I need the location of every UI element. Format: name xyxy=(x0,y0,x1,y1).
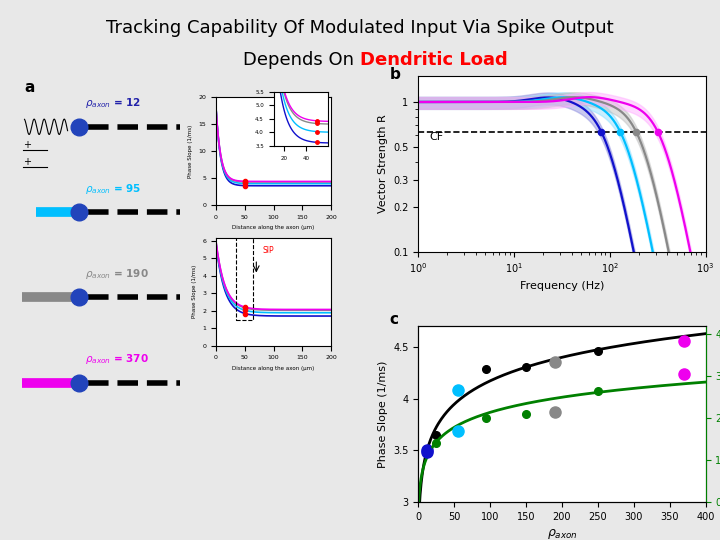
X-axis label: Frequency (Hz): Frequency (Hz) xyxy=(520,281,604,291)
Text: SIP: SIP xyxy=(262,246,274,255)
Text: $\rho_{axon}$ = 190: $\rho_{axon}$ = 190 xyxy=(85,267,148,281)
Text: $\rho_{axon}$ = 95: $\rho_{axon}$ = 95 xyxy=(85,181,141,195)
Bar xyxy=(236,145,253,320)
Y-axis label: Vector Strength R: Vector Strength R xyxy=(377,114,387,213)
X-axis label: Distance along the axon (μm): Distance along the axon (μm) xyxy=(233,226,315,231)
Text: +: + xyxy=(23,140,31,150)
Text: a: a xyxy=(24,80,35,95)
Text: CF: CF xyxy=(429,132,444,141)
Text: Tracking Capability Of Modulated Input Via Spike Output: Tracking Capability Of Modulated Input V… xyxy=(106,19,614,37)
Text: b: b xyxy=(390,67,400,82)
X-axis label: Distance along the axon (μm): Distance along the axon (μm) xyxy=(233,366,315,371)
Y-axis label: Phase Slope (1/ms): Phase Slope (1/ms) xyxy=(377,360,387,468)
Text: SIP: SIP xyxy=(310,103,322,112)
Text: $\rho_{axon}$ = 12: $\rho_{axon}$ = 12 xyxy=(85,96,141,110)
Text: +: + xyxy=(23,157,31,167)
Text: c: c xyxy=(390,312,398,327)
Text: Depends On: Depends On xyxy=(243,51,360,69)
Y-axis label: Phase Slope (1/ms): Phase Slope (1/ms) xyxy=(192,265,197,318)
Text: Dendritic Load: Dendritic Load xyxy=(360,51,508,69)
X-axis label: $\rho_{axon}$: $\rho_{axon}$ xyxy=(546,528,577,540)
Y-axis label: Phase Slope (1/ms): Phase Slope (1/ms) xyxy=(188,125,193,178)
Text: $\rho_{axon}$ = 370: $\rho_{axon}$ = 370 xyxy=(85,352,148,366)
